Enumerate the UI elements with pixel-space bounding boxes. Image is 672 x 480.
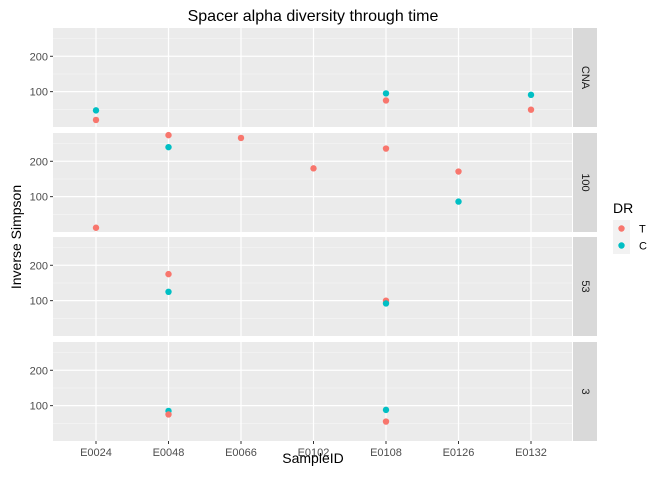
data-point	[455, 168, 462, 175]
facet-panel: 100 200 100	[30, 131, 597, 232]
facet-strip	[573, 237, 597, 336]
y-tick-label: 100	[30, 296, 48, 308]
legend-label: C	[639, 241, 647, 253]
x-tick-label: E0132	[515, 447, 547, 459]
x-axis-title: SampleID	[282, 450, 343, 466]
y-tick-label: 200	[30, 365, 48, 377]
x-tick-label: E0108	[370, 447, 402, 459]
x-tick-label: E0066	[225, 447, 257, 459]
facet-strip-label: CNA	[579, 66, 591, 90]
data-point	[527, 106, 535, 113]
data-point	[165, 411, 172, 418]
y-axis-title: Inverse Simpson	[8, 185, 24, 289]
panel-background	[53, 237, 572, 336]
panel-background	[53, 133, 572, 232]
facet-panel: 100 200 3	[30, 342, 597, 441]
facet-strip	[573, 133, 597, 232]
data-point	[165, 143, 172, 151]
panel-background	[53, 28, 572, 127]
facet-strip	[573, 28, 597, 127]
data-point	[455, 198, 462, 205]
y-tick-label: 200	[30, 51, 48, 63]
data-point	[92, 224, 100, 231]
facet-panel: 100 200 CNA	[30, 28, 597, 127]
y-tick-label: 100	[30, 192, 48, 204]
legend-key-point	[618, 225, 625, 232]
x-tick-label: E0024	[80, 447, 112, 459]
legend: DR TC	[613, 200, 647, 254]
data-point	[237, 134, 245, 142]
data-point	[382, 97, 390, 104]
facet-panels: 100 200 CNA 100 200 100 100 200 53 100 200 3	[30, 28, 597, 441]
y-tick-label: 100	[30, 401, 48, 413]
y-tick-label: 200	[30, 156, 48, 168]
legend-key-point	[618, 242, 625, 249]
data-point	[92, 107, 100, 114]
data-point	[382, 300, 390, 307]
x-axis-ticks: E0024 E0048 E0066 E0102 E0108 E0126 E0132	[80, 441, 547, 459]
data-point	[92, 116, 100, 124]
data-point	[382, 406, 390, 414]
data-point	[310, 165, 317, 172]
data-point	[165, 288, 172, 296]
data-point	[382, 418, 390, 425]
x-tick-label: E0048	[153, 447, 185, 459]
legend-title: DR	[613, 200, 633, 216]
data-point	[382, 90, 390, 97]
y-tick-label: 100	[30, 87, 48, 99]
y-tick-label: 200	[30, 260, 48, 272]
facet-panel: 100 200 53	[30, 237, 597, 336]
legend-label: T	[639, 224, 646, 236]
facet-strip	[573, 342, 597, 441]
chart-title: Spacer alpha diversity through time	[188, 8, 439, 25]
facet-strip-label: 53	[579, 280, 591, 292]
facet-strip-label: 100	[579, 173, 591, 191]
data-point	[382, 145, 390, 152]
data-point	[527, 91, 535, 99]
x-tick-label: E0126	[443, 447, 475, 459]
data-point	[165, 131, 172, 139]
panel-background	[53, 342, 572, 441]
data-point	[165, 270, 172, 278]
x-tick-label: E0102	[298, 447, 330, 459]
facet-strip-label: 3	[579, 388, 591, 394]
